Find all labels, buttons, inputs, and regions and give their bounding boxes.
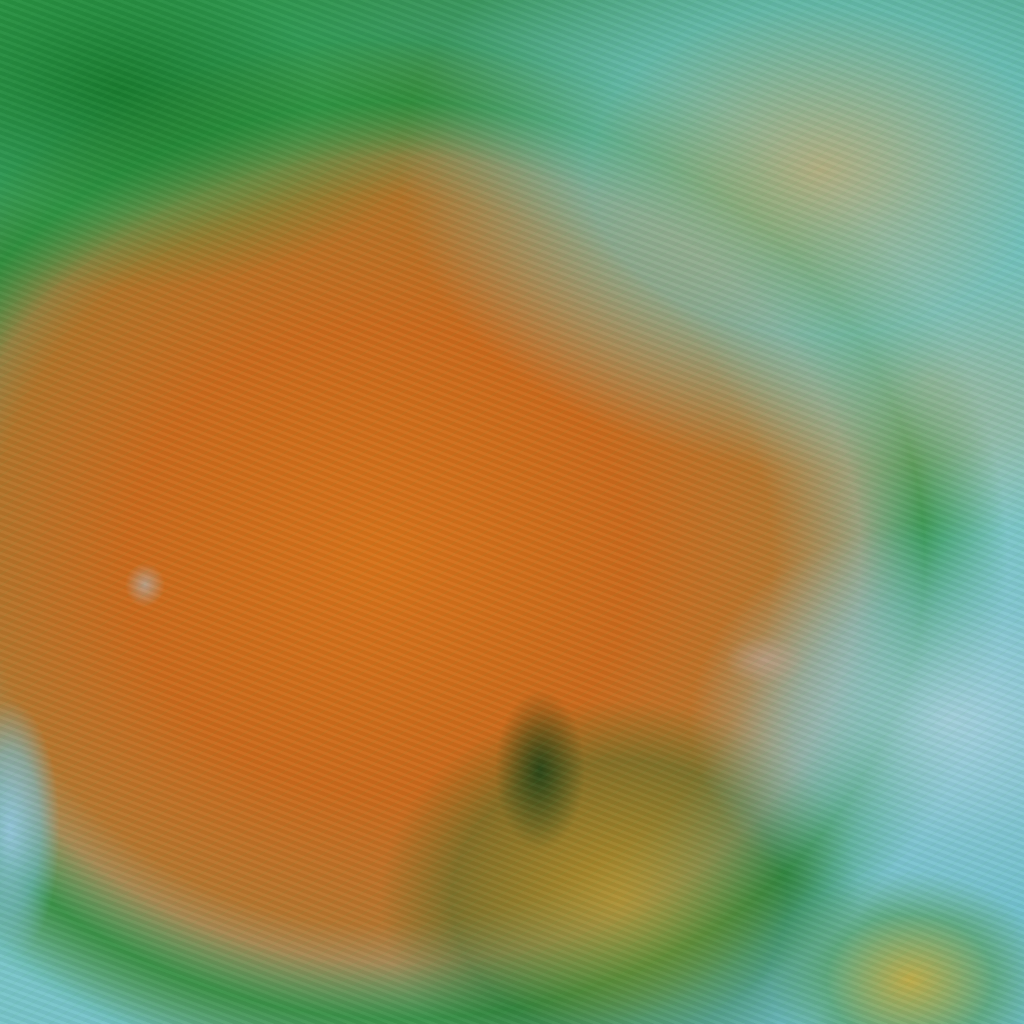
cloud-features [0,0,1024,1024]
satellite-image [0,0,1024,1024]
cloud-texture [0,0,1024,1024]
